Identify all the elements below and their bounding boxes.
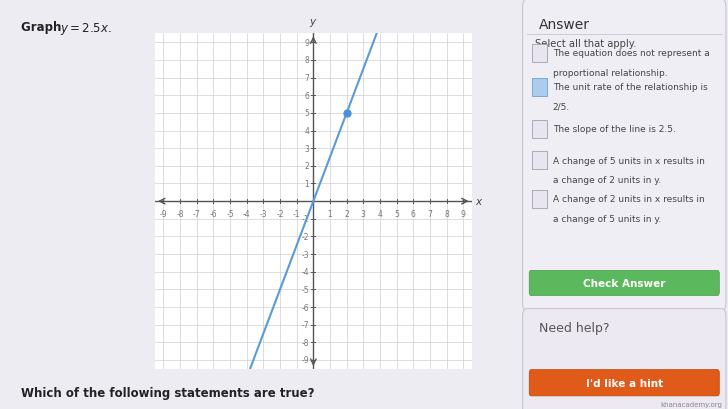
Text: -2: -2 xyxy=(277,209,284,218)
Text: -4: -4 xyxy=(301,267,309,276)
Text: -8: -8 xyxy=(301,338,309,347)
Text: -5: -5 xyxy=(301,285,309,294)
Text: -8: -8 xyxy=(176,209,184,218)
Text: The equation does not represent a: The equation does not represent a xyxy=(553,49,709,58)
FancyBboxPatch shape xyxy=(529,271,719,296)
Text: $y$: $y$ xyxy=(309,17,317,29)
FancyBboxPatch shape xyxy=(532,121,547,139)
Text: 2: 2 xyxy=(344,209,349,218)
Text: -9: -9 xyxy=(301,355,309,364)
FancyBboxPatch shape xyxy=(532,79,547,97)
Text: 7: 7 xyxy=(427,209,432,218)
Text: 9: 9 xyxy=(461,209,466,218)
FancyBboxPatch shape xyxy=(523,0,726,311)
Text: -6: -6 xyxy=(210,209,217,218)
Text: 1: 1 xyxy=(304,180,309,189)
Text: proportional relationship.: proportional relationship. xyxy=(553,69,668,78)
Text: 8: 8 xyxy=(304,56,309,65)
Text: The unit rate of the relationship is: The unit rate of the relationship is xyxy=(553,83,708,92)
Text: Check Answer: Check Answer xyxy=(583,278,665,288)
Text: a change of 5 units in y.: a change of 5 units in y. xyxy=(553,214,661,223)
Text: 6: 6 xyxy=(304,92,309,101)
Text: A change of 5 units in x results in: A change of 5 units in x results in xyxy=(553,156,705,165)
Text: a change of 2 units in y.: a change of 2 units in y. xyxy=(553,176,661,185)
Text: -3: -3 xyxy=(301,250,309,259)
Text: $x$: $x$ xyxy=(475,197,483,207)
Text: I'd like a hint: I'd like a hint xyxy=(586,378,662,388)
Text: 3: 3 xyxy=(304,144,309,153)
Text: -9: -9 xyxy=(159,209,167,218)
Text: 3: 3 xyxy=(361,209,365,218)
Text: 2/5.: 2/5. xyxy=(553,103,570,112)
Text: khanacademy.org: khanacademy.org xyxy=(660,401,721,407)
Text: -7: -7 xyxy=(193,209,201,218)
Text: A change of 2 units in x results in: A change of 2 units in x results in xyxy=(553,195,705,204)
Text: -5: -5 xyxy=(226,209,234,218)
FancyBboxPatch shape xyxy=(532,152,547,170)
Text: Answer: Answer xyxy=(539,18,590,32)
Text: Which of the following statements are true?: Which of the following statements are tr… xyxy=(21,387,314,400)
Text: Select all that apply.: Select all that apply. xyxy=(535,39,636,49)
Text: 1: 1 xyxy=(328,209,333,218)
FancyBboxPatch shape xyxy=(532,45,547,63)
Text: -2: -2 xyxy=(301,232,309,241)
FancyBboxPatch shape xyxy=(523,309,726,409)
Text: 4: 4 xyxy=(378,209,382,218)
Text: -1: -1 xyxy=(301,215,309,224)
Text: 2: 2 xyxy=(304,162,309,171)
Text: 7: 7 xyxy=(304,74,309,83)
FancyBboxPatch shape xyxy=(532,190,547,208)
Text: Need help?: Need help? xyxy=(539,321,609,334)
Text: The slope of the line is 2.5.: The slope of the line is 2.5. xyxy=(553,125,676,134)
Text: -1: -1 xyxy=(293,209,301,218)
Text: 9: 9 xyxy=(304,39,309,48)
Text: $y = 2.5x$.: $y = 2.5x$. xyxy=(60,21,111,37)
Text: 5: 5 xyxy=(304,109,309,118)
Text: 8: 8 xyxy=(444,209,449,218)
Text: -4: -4 xyxy=(243,209,250,218)
Text: -6: -6 xyxy=(301,303,309,312)
Text: 4: 4 xyxy=(304,127,309,136)
Text: 5: 5 xyxy=(394,209,399,218)
FancyBboxPatch shape xyxy=(529,370,719,396)
Text: -3: -3 xyxy=(260,209,267,218)
Text: Graph: Graph xyxy=(21,21,66,34)
Text: 6: 6 xyxy=(411,209,416,218)
Text: -7: -7 xyxy=(301,320,309,329)
